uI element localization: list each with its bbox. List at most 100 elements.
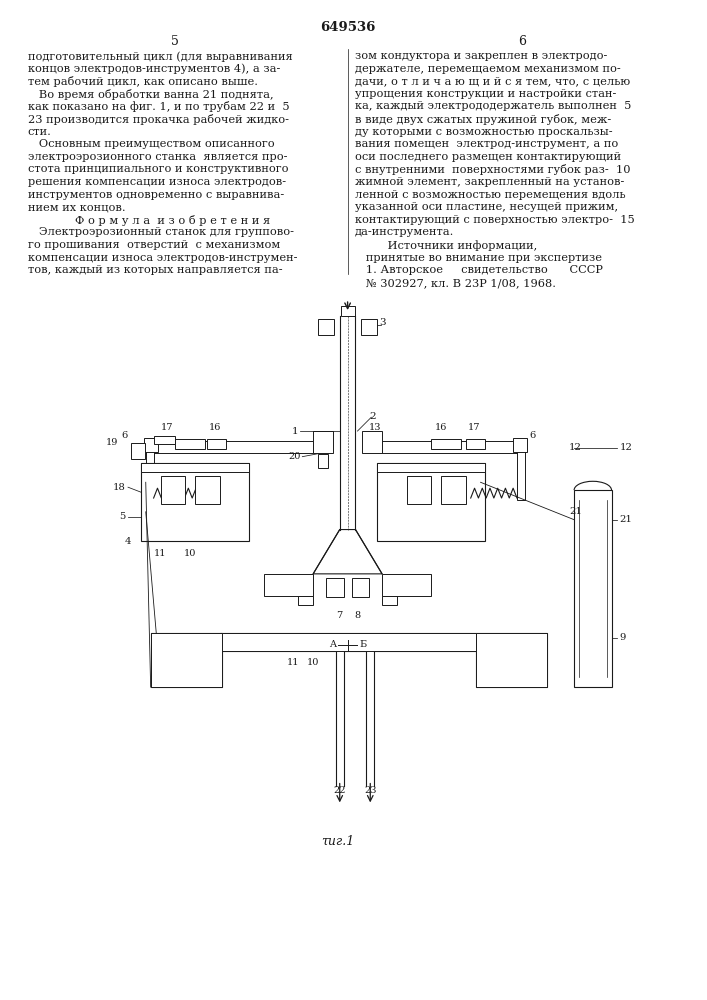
Bar [151, 633, 221, 687]
Text: как показано на фиг. 1, и по трубам 22 и  5: как показано на фиг. 1, и по трубам 22 и… [28, 101, 289, 112]
Bar [206, 439, 226, 449]
Text: 17: 17 [467, 423, 480, 432]
Text: 5: 5 [171, 35, 179, 48]
Bar [382, 574, 431, 596]
Text: 649536: 649536 [320, 21, 375, 34]
Text: указанной оси пластине, несущей прижим,: указанной оси пластине, несущей прижим, [354, 202, 618, 212]
Text: в виде двух сжатых пружиной губок, меж-: в виде двух сжатых пружиной губок, меж- [354, 114, 611, 125]
Text: тем рабочий цикл, как описано выше.: тем рабочий цикл, как описано выше. [28, 76, 257, 87]
Text: 11: 11 [154, 549, 167, 558]
Text: 6: 6 [122, 431, 128, 440]
Text: вания помещен  электрод-инструмент, а по: вания помещен электрод-инструмент, а по [354, 139, 618, 149]
Text: решения компенсации износа электродов-: решения компенсации износа электродов- [28, 177, 286, 187]
Text: A: A [329, 640, 336, 649]
Text: 16: 16 [209, 423, 221, 432]
Text: Во время обработки ванна 21 поднята,: Во время обработки ванна 21 поднята, [28, 89, 273, 100]
Text: зом кондуктора и закреплен в электродо-: зом кондуктора и закреплен в электродо- [354, 51, 607, 61]
Text: электроэрозионного станка  является про-: электроэрозионного станка является про- [28, 152, 287, 162]
Text: 6: 6 [530, 431, 536, 440]
Bar [476, 633, 547, 687]
Bar [382, 441, 525, 453]
Bar [361, 319, 377, 335]
Text: ду которыми с возможностью проскальзы-: ду которыми с возможностью проскальзы- [354, 127, 612, 137]
Bar [298, 596, 313, 605]
Text: 3: 3 [379, 318, 386, 327]
Polygon shape [313, 530, 382, 574]
Bar [153, 436, 175, 444]
Bar [220, 633, 476, 651]
Bar [153, 436, 175, 444]
Text: 23 производится прокачка рабочей жидко-: 23 производится прокачка рабочей жидко- [28, 114, 288, 125]
Bar [326, 578, 344, 597]
Bar [313, 431, 333, 453]
Bar [151, 633, 221, 687]
Text: го прошивания  отверстий  с механизмом: го прошивания отверстий с механизмом [28, 240, 280, 250]
Bar [476, 633, 547, 687]
Text: 20: 20 [288, 452, 300, 461]
Bar [377, 463, 486, 472]
Bar [340, 316, 356, 530]
Bar [382, 596, 397, 605]
Text: 10: 10 [307, 658, 320, 667]
Text: сти.: сти. [28, 127, 52, 137]
Text: 1: 1 [292, 427, 298, 436]
Bar [264, 574, 313, 596]
Bar [175, 439, 205, 449]
Text: оси последнего размещен контактирующий: оси последнего размещен контактирующий [354, 152, 621, 162]
Bar [517, 441, 525, 500]
Text: 9: 9 [619, 633, 626, 642]
Bar [377, 463, 486, 472]
Text: стота принципиального и конструктивного: стота принципиального и конструктивного [28, 164, 288, 174]
Text: Источники информации,: Источники информации, [354, 240, 537, 251]
Bar [351, 578, 369, 597]
Text: 21: 21 [569, 507, 582, 516]
Text: 8: 8 [354, 611, 361, 620]
Bar [407, 476, 431, 504]
Text: контактирующий с поверхностью электро-  15: контактирующий с поверхностью электро- 1… [354, 215, 634, 225]
Bar [441, 476, 466, 504]
Text: ленной с возможностью перемещения вдоль: ленной с возможностью перемещения вдоль [354, 190, 625, 200]
Bar [195, 476, 220, 504]
Text: Электроэрозионный станок для группово-: Электроэрозионный станок для группово- [28, 227, 293, 237]
Bar [220, 633, 476, 651]
Bar [363, 431, 382, 453]
Bar [264, 574, 313, 596]
Text: 4: 4 [124, 537, 131, 546]
Text: ка, каждый электрододержатель выполнен  5: ка, каждый электрододержатель выполнен 5 [354, 101, 631, 111]
Text: да-инструмента.: да-инструмента. [354, 227, 454, 237]
Bar [382, 574, 431, 596]
Text: Ф о р м у л а  и з о б р е т е н и я: Ф о р м у л а и з о б р е т е н и я [75, 215, 270, 226]
Text: 13: 13 [369, 423, 382, 432]
Text: 23: 23 [364, 786, 377, 795]
Text: нием их концов.: нием их концов. [28, 202, 125, 212]
Bar [318, 454, 328, 468]
Bar [361, 319, 377, 335]
Bar [141, 463, 249, 541]
Text: 22: 22 [334, 786, 346, 795]
Text: тов, каждый из которых направляется па-: тов, каждый из которых направляется па- [28, 265, 282, 275]
Text: 12: 12 [619, 443, 632, 452]
Bar [318, 319, 334, 335]
Text: 17: 17 [161, 423, 174, 432]
Bar [175, 439, 205, 449]
Text: Основным преимуществом описанного: Основным преимуществом описанного [28, 139, 274, 149]
Bar [441, 476, 466, 504]
Bar [431, 439, 461, 449]
Bar [146, 441, 153, 500]
Text: 21: 21 [619, 515, 632, 524]
Text: 19: 19 [106, 438, 118, 447]
Text: τиг.1: τиг.1 [321, 835, 354, 848]
Bar [336, 651, 344, 786]
Text: № 302927, кл. В 23Р 1/08, 1968.: № 302927, кл. В 23Р 1/08, 1968. [354, 278, 556, 288]
Bar [141, 463, 249, 472]
Bar [160, 476, 185, 504]
Bar [146, 441, 313, 453]
Text: 6: 6 [518, 35, 526, 48]
Text: 7: 7 [337, 611, 343, 620]
Bar [513, 438, 527, 452]
Bar [431, 439, 461, 449]
Bar [206, 439, 226, 449]
Text: 11: 11 [287, 658, 300, 667]
Text: концов электродов-инструментов 4), а за-: концов электродов-инструментов 4), а за- [28, 64, 280, 74]
Bar [574, 490, 612, 687]
